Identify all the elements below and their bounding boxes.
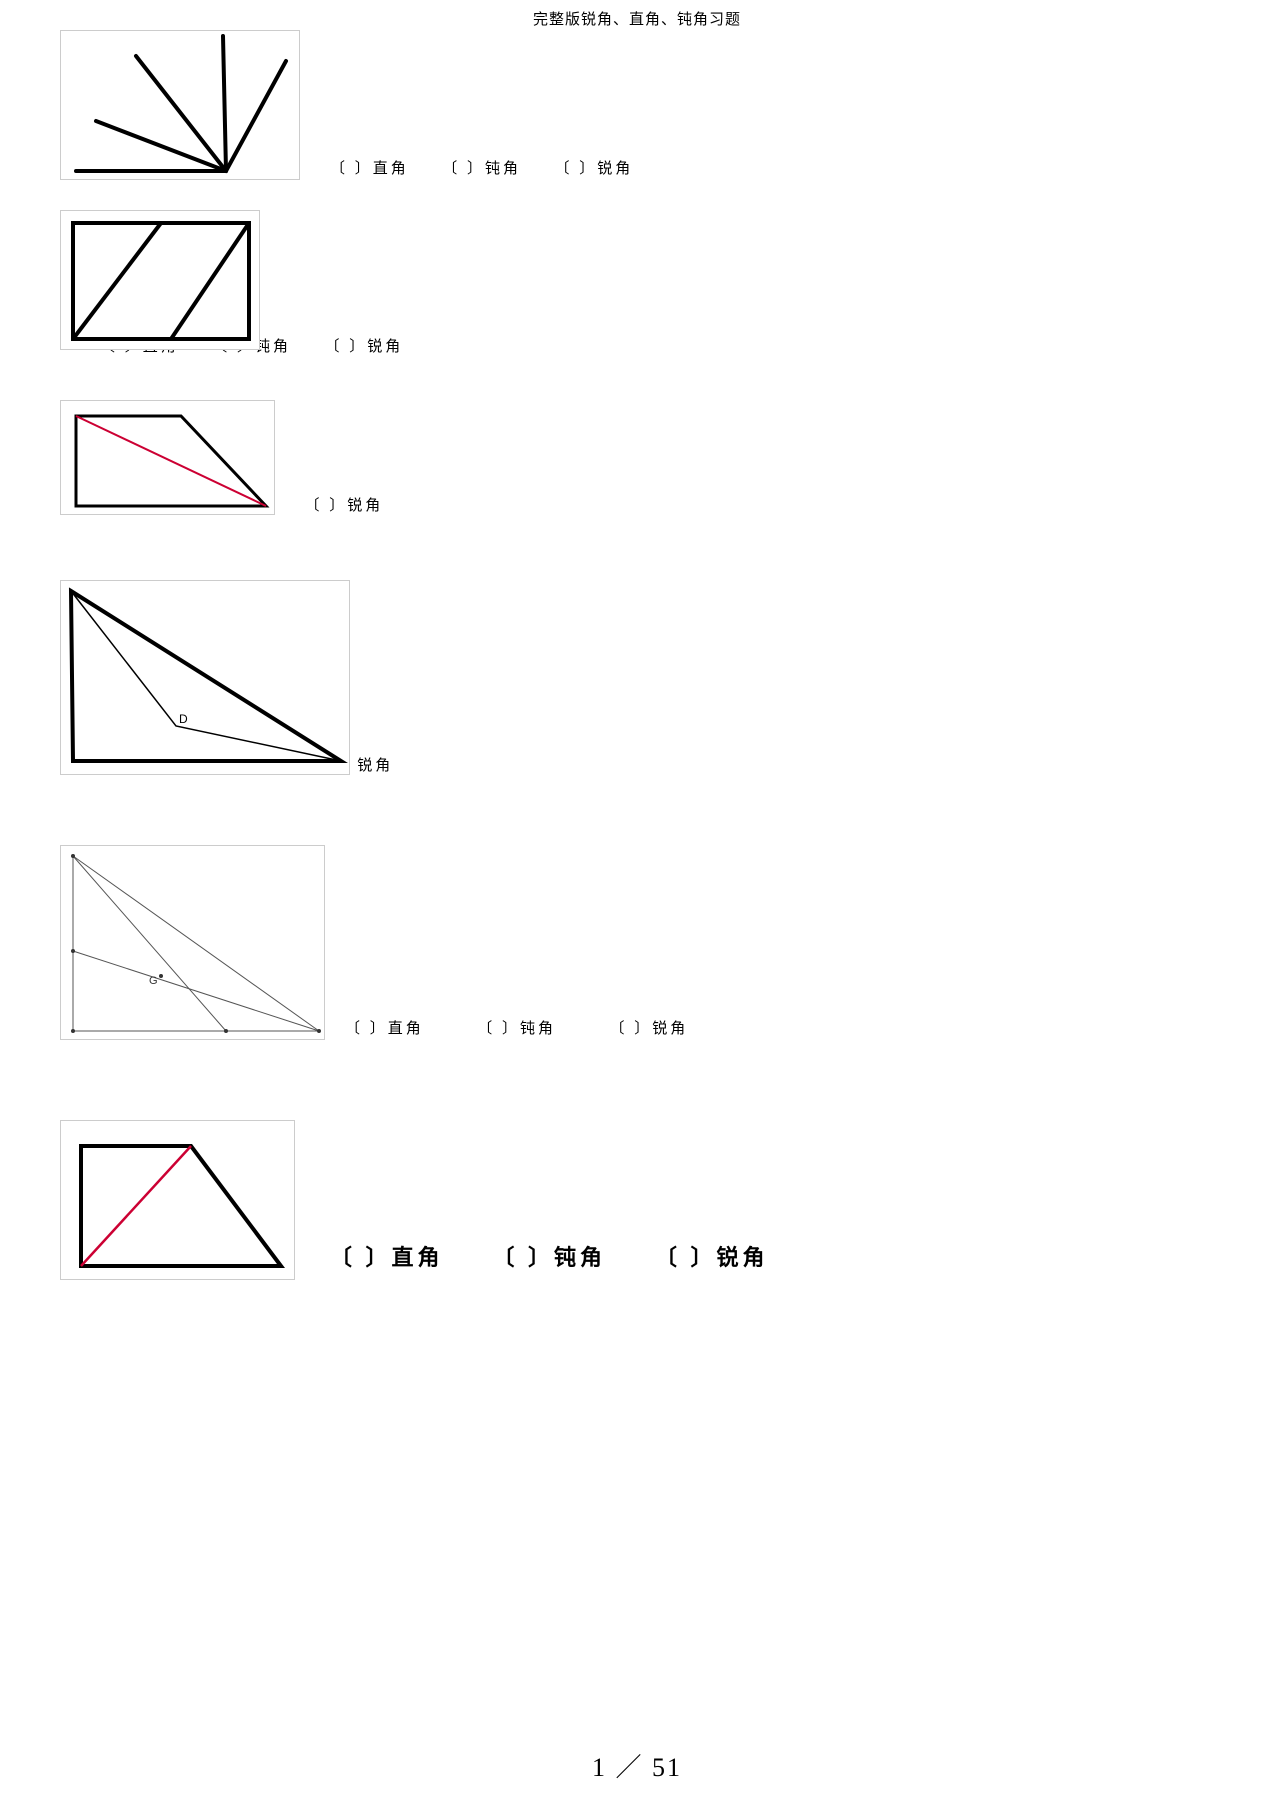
exercise-row-5: G 〔 〕直角 〔 〕钝角 〔 〕锐角	[60, 845, 1214, 1040]
answer-line-1: 〔 〕直角 〔 〕钝角 〔 〕锐角	[330, 157, 633, 178]
answer-line-6: 〔 〕直角 〔 〕钝角 〔 〕锐角	[330, 1240, 769, 1272]
label-g: G	[149, 975, 158, 987]
blank-acute: 〔 〕锐角	[325, 339, 404, 355]
label-d: D	[179, 712, 188, 726]
blank-acute: 〔 〕锐角	[610, 1021, 689, 1037]
blank-obtuse: 〔 〕钝角	[477, 1021, 556, 1037]
figure-5: G	[60, 845, 325, 1040]
triangle-d-svg: D	[61, 581, 351, 776]
exercise-row-3: 〔 〕直角 〔 〕钝角 〔 〕锐角	[60, 400, 1214, 515]
exercise-row-4: D 〔 〕直角 〔 〕钝角 〔 〕锐角	[60, 580, 1214, 775]
blank-acute: 〔 〕锐角	[305, 498, 384, 514]
blank-right: 〔 〕直角	[345, 1021, 424, 1037]
exercise-row-6: 〔 〕直角 〔 〕钝角 〔 〕锐角	[60, 1120, 1214, 1280]
answer-line-5: 〔 〕直角 〔 〕钝角 〔 〕锐角	[345, 1017, 688, 1038]
trapezoid-red-svg	[61, 401, 276, 516]
rect-diagonals-svg	[61, 211, 261, 351]
blank-acute: 〔 〕锐角	[655, 1245, 769, 1270]
exercise-row-2: 〔 〕直角 〔 〕钝角 〔 〕锐角	[60, 210, 1214, 350]
figure-1	[60, 30, 300, 180]
blank-obtuse: 〔 〕钝角	[442, 161, 521, 177]
thin-triangle-svg: G	[61, 846, 326, 1041]
page-title: 完整版锐角、直角、钝角习题	[0, 0, 1274, 29]
figure-3	[60, 400, 275, 515]
blank-acute: 〔 〕锐角	[555, 161, 634, 177]
page-footer: 1 ／ 51	[0, 1747, 1274, 1784]
exercise-row-1: 〔 〕直角 〔 〕钝角 〔 〕锐角	[60, 30, 1214, 180]
blank-right: 〔 〕直角	[330, 1245, 444, 1270]
figure-2	[60, 210, 260, 350]
figure-6	[60, 1120, 295, 1280]
fan-lines-svg	[61, 31, 301, 181]
figure-4: D	[60, 580, 350, 775]
blank-right: 〔 〕直角	[330, 161, 409, 177]
blank-obtuse: 〔 〕钝角	[493, 1245, 607, 1270]
trapezoid-red2-svg	[61, 1121, 296, 1281]
